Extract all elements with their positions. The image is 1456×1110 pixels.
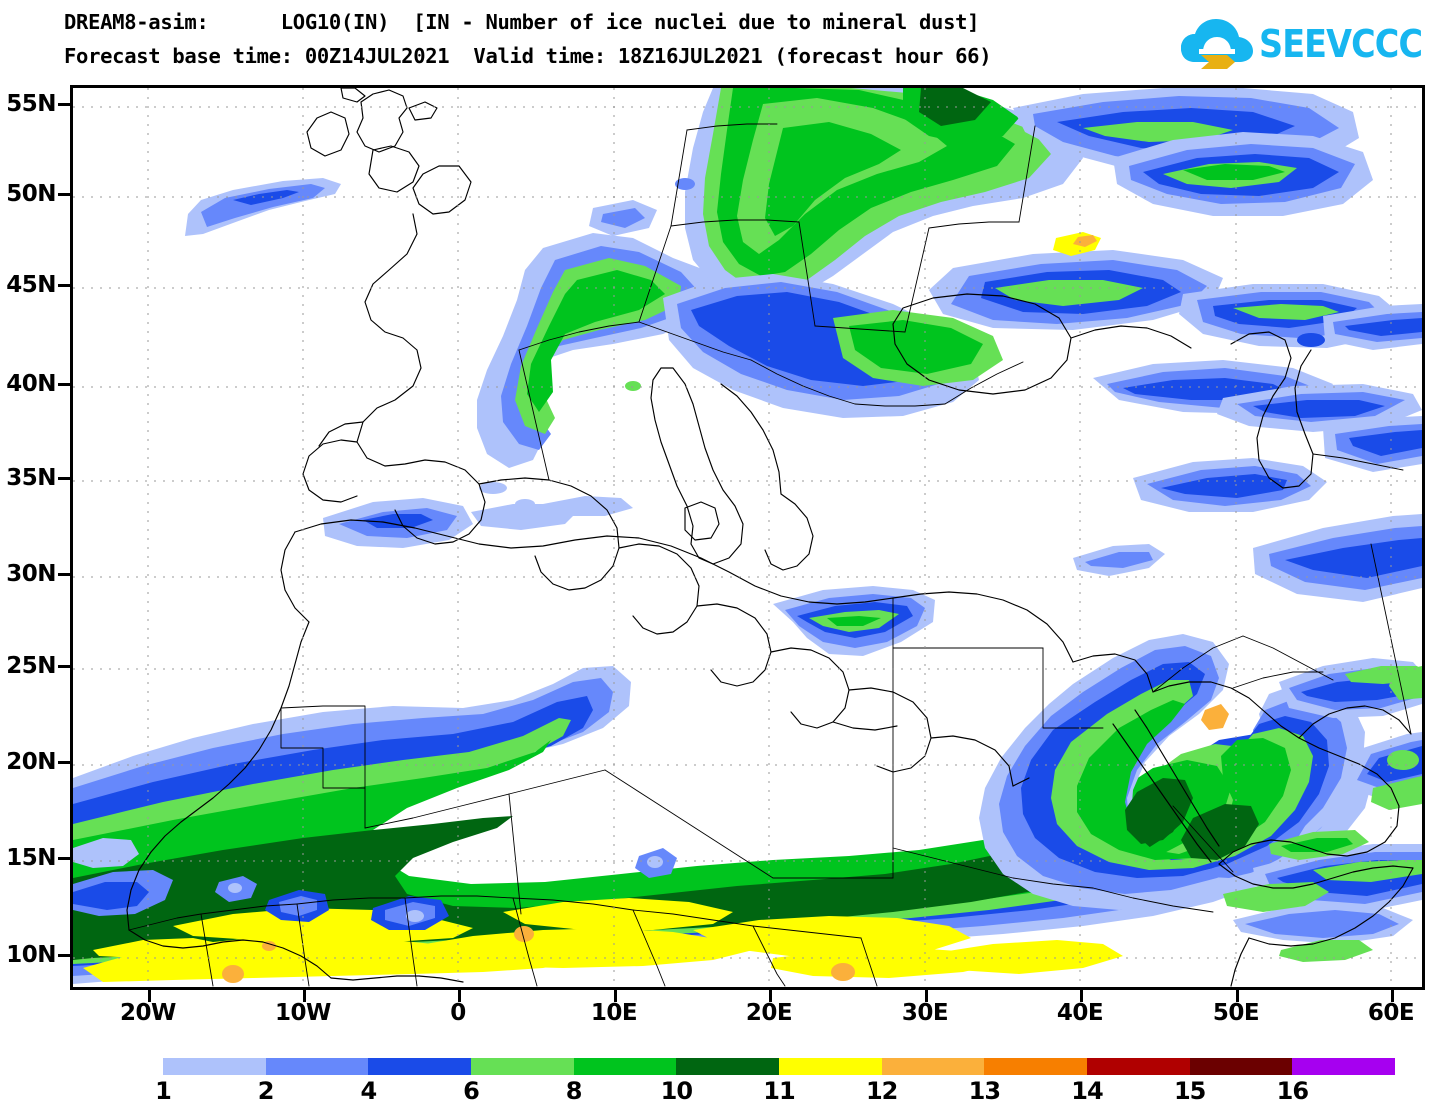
y-tick-mark (58, 193, 70, 196)
y-tick-mark (58, 857, 70, 860)
colorbar-swatch (163, 1058, 266, 1075)
colorbar-swatch (471, 1058, 574, 1075)
x-tick-label: 60E (1367, 1000, 1415, 1026)
cloud-icon (1180, 19, 1253, 69)
header-line-2: Forecast base time: 00Z14JUL2021 Valid t… (64, 44, 992, 68)
colorbar-swatch (1087, 1058, 1190, 1075)
colorbar-swatch (676, 1058, 780, 1075)
colorbar-tick-label: 2 (257, 1077, 275, 1105)
y-tick-label: 15N (6, 845, 56, 871)
y-tick-mark (58, 665, 70, 668)
y-tick-label: 55N (6, 91, 56, 117)
contour-fill-layer (73, 88, 1422, 984)
coastline-layer (126, 88, 1414, 987)
y-tick-mark (58, 573, 70, 576)
y-tick-label: 45N (6, 272, 56, 298)
colorbar-tick-label: 15 (1173, 1077, 1206, 1105)
colorbar-tick-label: 10 (660, 1077, 693, 1105)
x-tick-label: 20E (745, 1000, 793, 1026)
y-tick-label: 25N (6, 653, 56, 679)
y-tick-mark (58, 103, 70, 106)
colorbar-swatch (368, 1058, 472, 1075)
dust-concentration-map[interactable] (73, 88, 1422, 987)
x-tick-mark (614, 990, 617, 1002)
x-tick-mark (1391, 990, 1394, 1002)
colorbar-swatch (779, 1058, 882, 1075)
y-tick-mark (58, 284, 70, 287)
colorbar-swatch (1292, 1058, 1396, 1075)
y-tick-mark (58, 477, 70, 480)
colorbar-tick-label: 8 (565, 1077, 583, 1105)
logo-text: SEEVCCC (1258, 22, 1423, 66)
x-tick-mark (769, 990, 772, 1002)
colorbar[interactable] (163, 1058, 1396, 1075)
x-tick-label: 50E (1212, 1000, 1260, 1026)
x-tick-mark (1080, 990, 1083, 1002)
x-tick-mark (148, 990, 151, 1002)
x-tick-label: 10W (275, 1000, 331, 1026)
x-tick-label: 0 (450, 1000, 466, 1026)
y-tick-label: 30N (6, 561, 56, 587)
x-tick-label: 30E (901, 1000, 949, 1026)
colorbar-tick-label: 11 (763, 1077, 795, 1105)
y-tick-label: 35N (6, 465, 56, 491)
x-tick-label: 20W (120, 1000, 176, 1026)
colorbar-tick-label: 6 (463, 1077, 480, 1105)
colorbar-tick-label: 12 (865, 1077, 898, 1105)
x-tick-label: 10E (590, 1000, 638, 1026)
colorbar-swatch (573, 1058, 677, 1075)
map-plot-area[interactable] (70, 85, 1425, 990)
colorbar-swatch (1189, 1058, 1293, 1075)
colorbar-tick-label: 16 (1276, 1077, 1309, 1105)
colorbar-swatch (265, 1058, 369, 1075)
y-tick-mark (58, 954, 70, 957)
colorbar-swatch (984, 1058, 1088, 1075)
x-tick-mark (458, 990, 461, 1002)
x-tick-mark (1236, 990, 1239, 1002)
colorbar-tick-label: 1 (155, 1077, 172, 1105)
header-line-1: DREAM8-asim: LOG10(IN) [IN - Number of i… (64, 10, 980, 34)
y-tick-label: 20N (6, 749, 56, 775)
y-tick-label: 50N (6, 181, 56, 207)
colorbar-tick-label: 4 (360, 1077, 377, 1105)
y-tick-label: 10N (6, 942, 56, 968)
y-tick-mark (58, 761, 70, 764)
seevccc-logo: SEEVCCC (1180, 16, 1444, 72)
colorbar-tick-label: 14 (1071, 1077, 1103, 1105)
x-tick-mark (303, 990, 306, 1002)
x-tick-mark (925, 990, 928, 1002)
colorbar-labels: 1 2 4 6 8 10 11 12 13 14 15 16 (155, 1077, 1395, 1107)
y-tick-label: 40N (6, 371, 56, 397)
colorbar-tick-label: 13 (968, 1077, 1001, 1105)
y-tick-mark (58, 383, 70, 386)
colorbar-swatch (881, 1058, 985, 1075)
x-tick-label: 40E (1056, 1000, 1104, 1026)
